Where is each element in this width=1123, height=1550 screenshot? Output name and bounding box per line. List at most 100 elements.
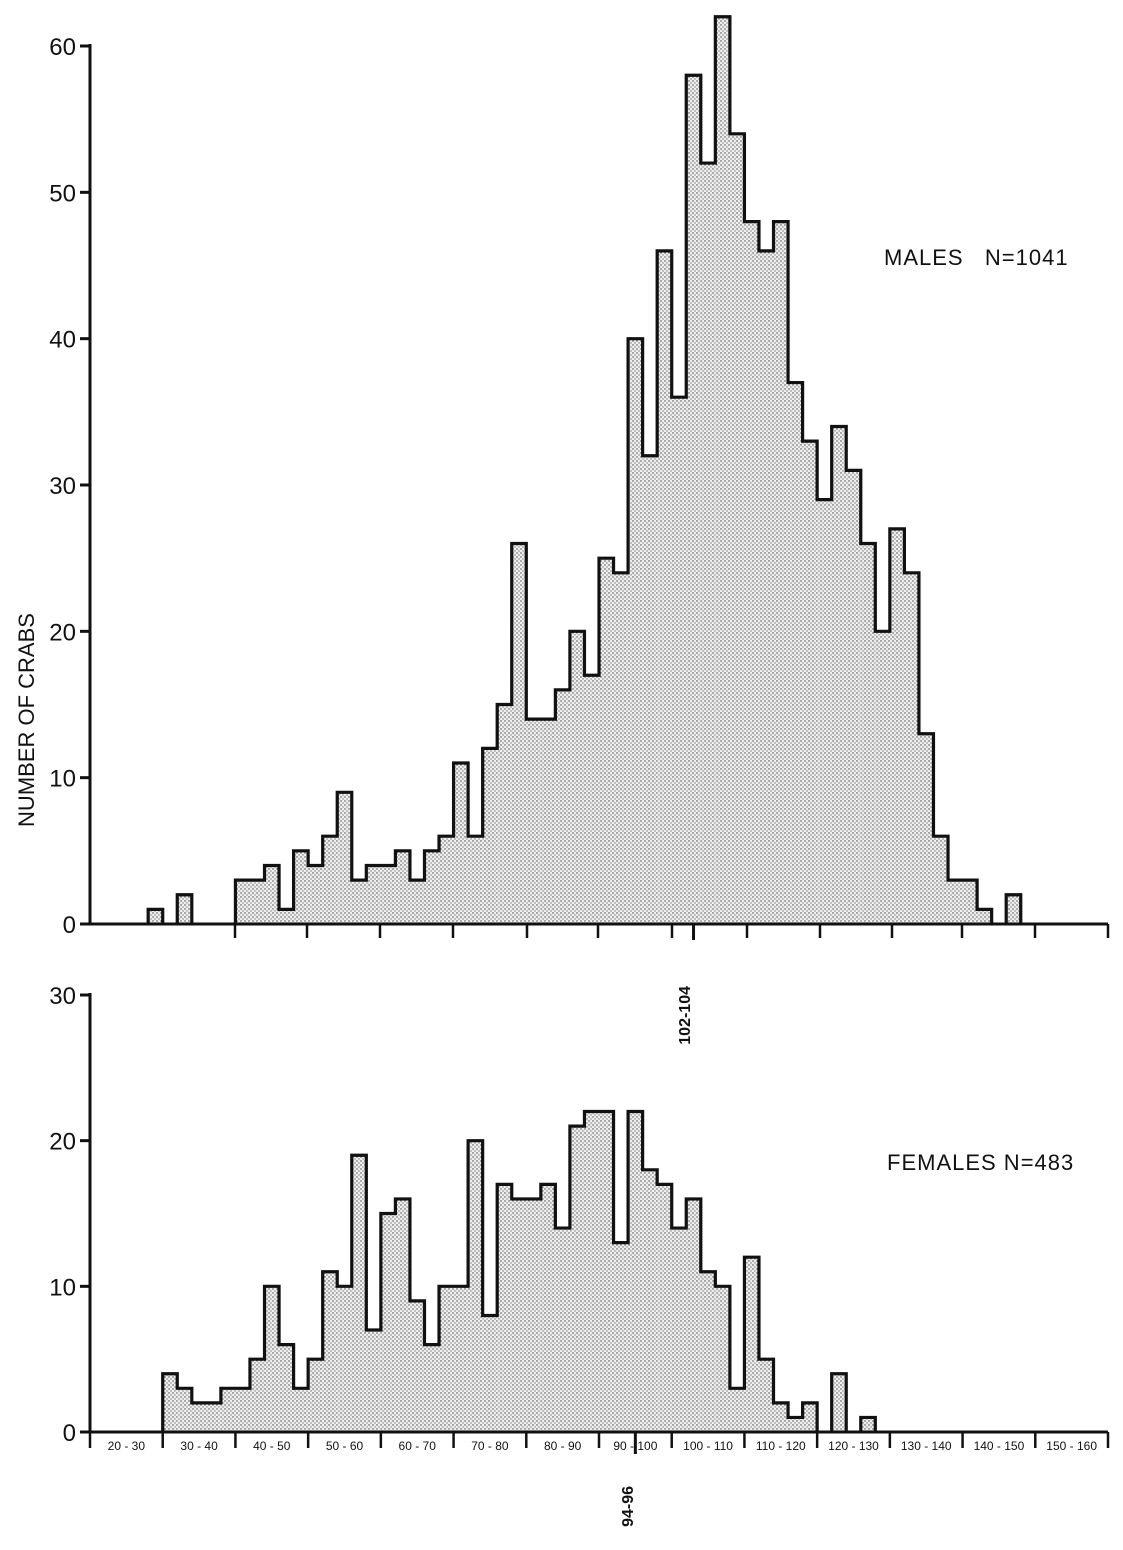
histogram-bar [482,1315,498,1432]
histogram-bar [904,572,919,924]
males-panel: 0 10 20 30 40 50 60 [49,15,1110,940]
histogram-bar [249,880,265,924]
histogram-bar [642,455,658,924]
y-tick-label: 10 [49,1274,76,1301]
histogram-bar [758,1359,774,1432]
x-tick-label: 70 - 80 [471,1439,509,1453]
histogram-bar [918,733,934,924]
histogram-bar [380,1213,396,1432]
histogram-outline [161,1109,877,1432]
histogram-bar [497,704,512,924]
histogram-bar [395,850,410,924]
histogram-bar [555,1228,570,1432]
histogram-bar [540,1184,556,1432]
histogram-bar [628,1111,643,1432]
histogram-bar [599,1111,614,1432]
histogram-bar [1006,894,1021,924]
histogram-bar [337,1286,352,1432]
histogram-bar [279,1344,294,1432]
histogram-bar [453,763,469,924]
x-tick-label: 100 - 110 [683,1439,733,1453]
histogram-bar [569,631,585,924]
histogram-bar [468,1140,483,1432]
histogram-bar [540,719,556,924]
histogram-bar [671,397,687,924]
histogram-bar [729,133,745,925]
histogram-bar [584,675,599,924]
females-panel: 0 10 20 30 20 - 30 30 - 40 40 - 50 50 - 60 60 - … [49,983,1110,1454]
histogram-bar [511,1198,527,1432]
y-tick-label: 0 [63,912,76,939]
histogram-bar [235,880,250,924]
y-tick-label: 50 [49,180,76,207]
histogram-bar [860,543,876,924]
histogram-bar [162,1373,178,1432]
histogram-bar [322,1271,338,1432]
y-tick-label: 40 [49,327,76,354]
histogram-bar [686,1198,701,1432]
histogram-bar [409,880,425,924]
y-tick-label: 30 [49,473,76,500]
histogram-bar [351,1155,367,1432]
females-annotation: FEMALES N=483 [887,1150,1074,1175]
histogram-bar [715,1286,730,1432]
histogram-bar [758,250,774,924]
y-tick-label: 10 [49,766,76,793]
histogram-bar [628,338,643,925]
histogram-bar [599,558,614,924]
histogram-bar [933,836,949,924]
histogram-bar [642,1169,658,1432]
histogram-bar [715,16,730,924]
histogram-bar [831,1373,847,1432]
histogram-bar [875,631,890,924]
histogram-bar [439,1286,454,1432]
x-tick-label: 110 - 120 [756,1439,806,1453]
histogram-bar [962,880,978,924]
y-tick-label: 30 [49,983,76,1010]
histogram-bar [744,221,759,925]
males-annotation: MALES N=1041 [884,245,1069,270]
histogram-bar [773,221,789,925]
histogram-bar [657,250,672,924]
histogram-bar [249,1359,265,1432]
histogram-bar [773,1402,789,1432]
histogram-bar [526,1198,541,1432]
histogram-bar [744,1257,759,1432]
histogram-bar [322,836,338,924]
y-tick-label: 20 [49,619,76,646]
x-tick-label: 120 - 130 [828,1439,879,1453]
histogram-bar [424,850,440,924]
histogram-bar [177,1388,192,1432]
histogram-bar [235,1388,250,1432]
histogram-bar [409,1300,425,1432]
y-tick-label: 60 [49,34,76,61]
histogram-bar [220,1388,236,1432]
histogram-bar [177,894,192,924]
histogram-bar [293,1388,309,1432]
histogram-bar [337,792,352,924]
x-tick-label: 130 - 140 [901,1439,952,1453]
histogram-bar [802,441,818,924]
histogram-bar [380,865,396,924]
x-tick-label: 80 - 90 [544,1439,582,1453]
histogram-bar [264,1286,280,1432]
histogram-bar [846,470,861,924]
histogram-bar [860,1417,876,1432]
histogram-bar [366,1330,381,1432]
x-tick-label: 140 - 150 [974,1439,1025,1453]
x-tick-label: 50 - 60 [326,1439,364,1453]
histogram-bar [584,1111,599,1432]
histogram-bar [948,880,963,924]
x-tick-label: 40 - 50 [253,1439,291,1453]
males-mode-label: 102-104 [677,986,694,1045]
histogram-bar [279,909,294,924]
histogram-bar [788,382,803,925]
histogram-bar [468,836,483,924]
histogram-bar [817,499,832,924]
histogram-bar [729,1388,745,1432]
histogram-bar [671,1228,687,1432]
x-tick-label: 150 - 160 [1046,1439,1097,1453]
histogram-bar [308,865,323,924]
histogram-bar [453,1286,469,1432]
